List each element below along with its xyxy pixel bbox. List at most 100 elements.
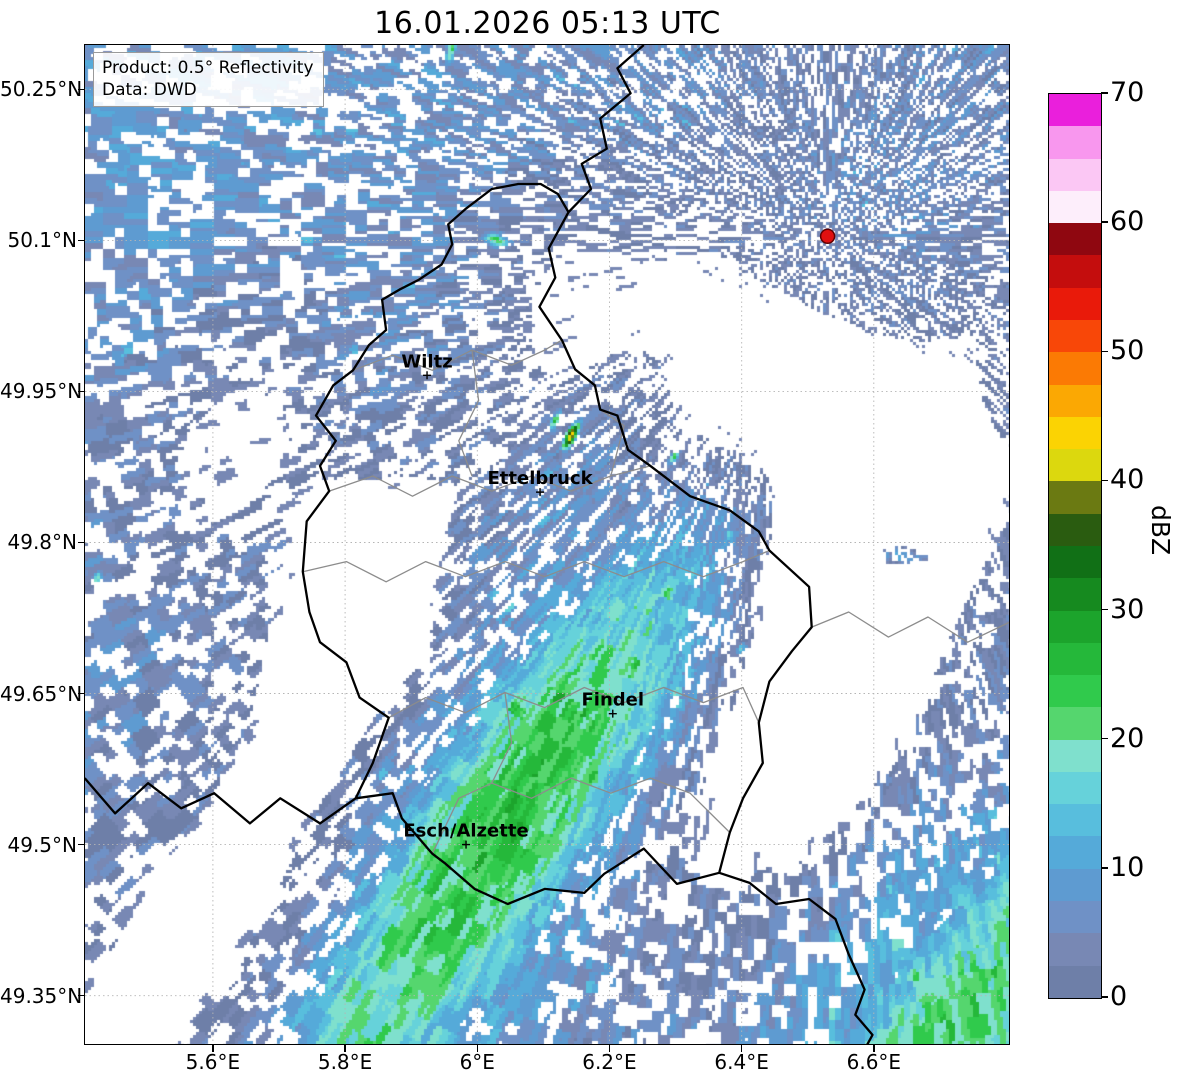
colorbar-tick-label: 40	[1110, 464, 1145, 496]
colorbar-segment	[1049, 965, 1101, 998]
figure-title: 16.01.2026 05:13 UTC	[374, 6, 721, 41]
colorbar-segment	[1049, 545, 1101, 579]
colorbar-segment	[1049, 287, 1101, 320]
colorbar-tick-label: 10	[1110, 851, 1145, 883]
colorbar-tick-mark	[1101, 350, 1108, 353]
national-border	[301, 182, 813, 906]
data-source-line: Data: DWD	[102, 80, 197, 101]
lat-tick-mark	[78, 239, 85, 242]
colorbar-segment	[1049, 707, 1101, 740]
colorbar-segment	[1049, 94, 1101, 127]
colorbar-segment	[1049, 255, 1101, 288]
colorbar-tick-label: 20	[1110, 722, 1145, 754]
colorbar-gradient	[1049, 94, 1101, 998]
colorbar-segment	[1049, 901, 1101, 934]
radar-reflectivity-layer	[85, 45, 1010, 1045]
regional-border	[599, 409, 625, 477]
colorbar-segment	[1049, 158, 1101, 191]
lon-tick-label: 6.4°E	[714, 1050, 769, 1074]
colorbar-segment	[1049, 190, 1101, 224]
national-border	[567, 44, 645, 214]
map-overlay: Wiltz Ettelbruck Findel Esch/Alzette	[83, 44, 1011, 1048]
colorbar-tick-label: 50	[1110, 335, 1145, 367]
city-label: Esch/Alzette	[403, 821, 528, 842]
city-marker	[608, 709, 617, 718]
colorbar-segment	[1049, 933, 1101, 966]
colorbar-segment	[1049, 739, 1101, 772]
lat-tick-mark	[78, 994, 85, 997]
colorbar-tick-mark	[1101, 479, 1108, 482]
lon-tick-label: 5.6°E	[185, 1050, 241, 1074]
colorbar-segment	[1049, 352, 1101, 385]
colorbar-segment	[1049, 642, 1101, 676]
colorbar-segment	[1049, 771, 1101, 805]
lat-tick-label: 49.95°N	[0, 379, 83, 404]
city-marker	[462, 840, 471, 849]
lon-tick-mark	[344, 1045, 346, 1052]
colorbar-tick-label: 30	[1110, 593, 1145, 625]
colorbar-tick-label: 70	[1110, 77, 1145, 108]
city-marker	[536, 488, 545, 497]
lon-tick-mark	[212, 1045, 214, 1052]
regional-border	[302, 549, 770, 583]
lon-tick-label: 6.6°E	[846, 1050, 902, 1074]
lat-tick-label: 49.35°N	[0, 983, 83, 1008]
colorbar-segment	[1049, 384, 1101, 417]
regional-border	[352, 339, 563, 371]
colorbar-segment	[1049, 868, 1101, 902]
lat-tick-mark	[78, 88, 85, 91]
colorbar-segment	[1049, 675, 1101, 708]
colorbar-segment	[1049, 319, 1101, 353]
colorbar-segment	[1049, 578, 1101, 611]
colorbar-segment	[1049, 610, 1101, 643]
colorbar-tick-mark	[1101, 867, 1108, 869]
colorbar-segment	[1049, 513, 1101, 546]
lon-tick-mark	[873, 1045, 875, 1052]
city-label: Ettelbruck	[488, 468, 594, 489]
lon-tick-label: 6°E	[459, 1050, 495, 1074]
regional-border	[458, 350, 480, 477]
regional-border	[491, 692, 513, 784]
national-border	[83, 777, 357, 825]
lon-tick-mark	[740, 1045, 743, 1052]
lat-tick-label: 50.1°N	[7, 228, 78, 253]
colorbar-segment	[1049, 416, 1101, 450]
lat-tick-label: 49.5°N	[7, 832, 78, 857]
lat-tick-label: 49.65°N	[0, 681, 83, 706]
map-vector-layer: Wiltz Ettelbruck Findel Esch/Alzette	[83, 44, 1011, 1048]
lat-tick-label: 50.25°N	[0, 77, 83, 102]
lon-tick-label: 5.8°E	[317, 1050, 373, 1074]
city-marker	[423, 371, 432, 380]
regional-border	[431, 777, 731, 854]
colorbar-segment	[1049, 481, 1101, 514]
regional-border	[328, 465, 651, 497]
lon-tick-mark	[476, 1045, 479, 1052]
regional-border	[811, 611, 1011, 643]
lat-tick-mark	[78, 541, 85, 544]
colorbar-segment	[1049, 836, 1101, 869]
colorbar-segment	[1049, 126, 1101, 159]
colorbar-segment	[1049, 223, 1101, 256]
lat-tick-mark	[78, 390, 85, 393]
lat-tick-mark	[78, 692, 85, 695]
lon-tick-label: 6.2°E	[582, 1050, 637, 1074]
colorbar-segment	[1049, 449, 1101, 482]
colorbar-tick-mark	[1101, 737, 1108, 740]
colorbar-unit-label: dBZ	[1146, 505, 1175, 556]
lat-tick-label: 49.8°N	[7, 530, 78, 555]
city-label: Wiltz	[401, 351, 452, 372]
colorbar-tick-label: 60	[1110, 206, 1145, 238]
colorbar	[1048, 93, 1102, 999]
product-info-box: Product: 0.5° Reflectivity Data: DWD	[93, 52, 324, 108]
colorbar-tick-mark	[1101, 608, 1108, 611]
lon-tick-mark	[608, 1045, 611, 1052]
colorbar-tick-label: 0	[1110, 981, 1128, 1012]
colorbar-tick-mark	[1101, 996, 1108, 998]
colorbar-tick-mark	[1101, 221, 1108, 223]
colorbar-segment	[1049, 804, 1101, 837]
product-line: Product: 0.5° Reflectivity	[102, 58, 314, 78]
map-area: Wiltz Ettelbruck Findel Esch/Alzette Produc…	[83, 44, 1011, 1048]
lat-tick-mark	[78, 843, 85, 846]
colorbar-tick-mark	[1101, 92, 1108, 94]
